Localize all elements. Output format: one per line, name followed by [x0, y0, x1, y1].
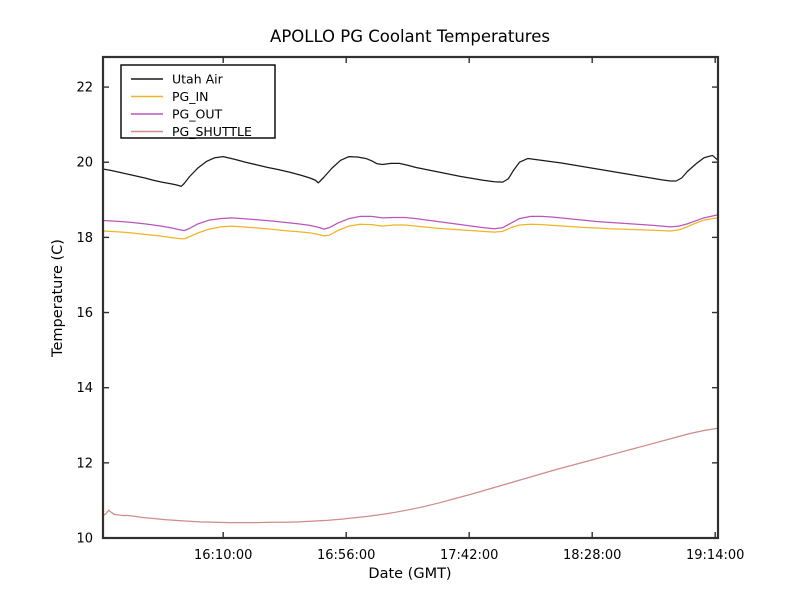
y-axis-ticks: 10 12 14 16 18 20 22 [76, 81, 718, 547]
legend-box [120, 64, 276, 139]
y-tick-label: 10 [76, 532, 93, 547]
y-tick-label: 12 [76, 456, 93, 471]
x-tick-label: 18:28:00 [563, 548, 621, 563]
data-series-group [103, 154, 718, 524]
legend-label-pg-shuttle[interactable]: PG_SHUTTLE [172, 124, 252, 139]
legend-label-pg-out[interactable]: PG_OUT [172, 107, 222, 122]
x-tick-label: 17:42:00 [440, 548, 498, 563]
x-tick-label: 16:56:00 [317, 548, 375, 563]
legend-label-pg-in[interactable]: PG_IN [172, 89, 209, 104]
series-line-pg-shuttle [103, 427, 718, 524]
series-line-utah-air [103, 154, 718, 187]
y-tick-label: 20 [76, 156, 93, 171]
plot-area-frame [101, 55, 720, 540]
x-axis-label: Date (GMT) [368, 566, 451, 582]
series-line-pg-in [103, 217, 718, 240]
y-tick-label: 22 [76, 81, 93, 96]
y-tick-label: 16 [76, 306, 93, 321]
y-axis-label: Temperature (C) [50, 239, 66, 358]
x-axis-ticks: 16:10:00 16:56:00 17:42:00 18:28:00 19:14:00 [194, 57, 744, 563]
series-line-pg-out [103, 214, 718, 232]
legend-label-utah-air[interactable]: Utah Air [172, 72, 224, 87]
chart-title: APOLLO PG Coolant Temperatures [270, 27, 550, 46]
y-tick-label: 18 [76, 231, 93, 246]
x-tick-label: 16:10:00 [194, 548, 252, 563]
x-tick-label: 19:14:00 [686, 548, 744, 563]
chart-legend[interactable]: Utah Air PG_IN PG_OUT PG_SHUTTLE [120, 64, 276, 139]
y-tick-label: 14 [76, 381, 93, 396]
